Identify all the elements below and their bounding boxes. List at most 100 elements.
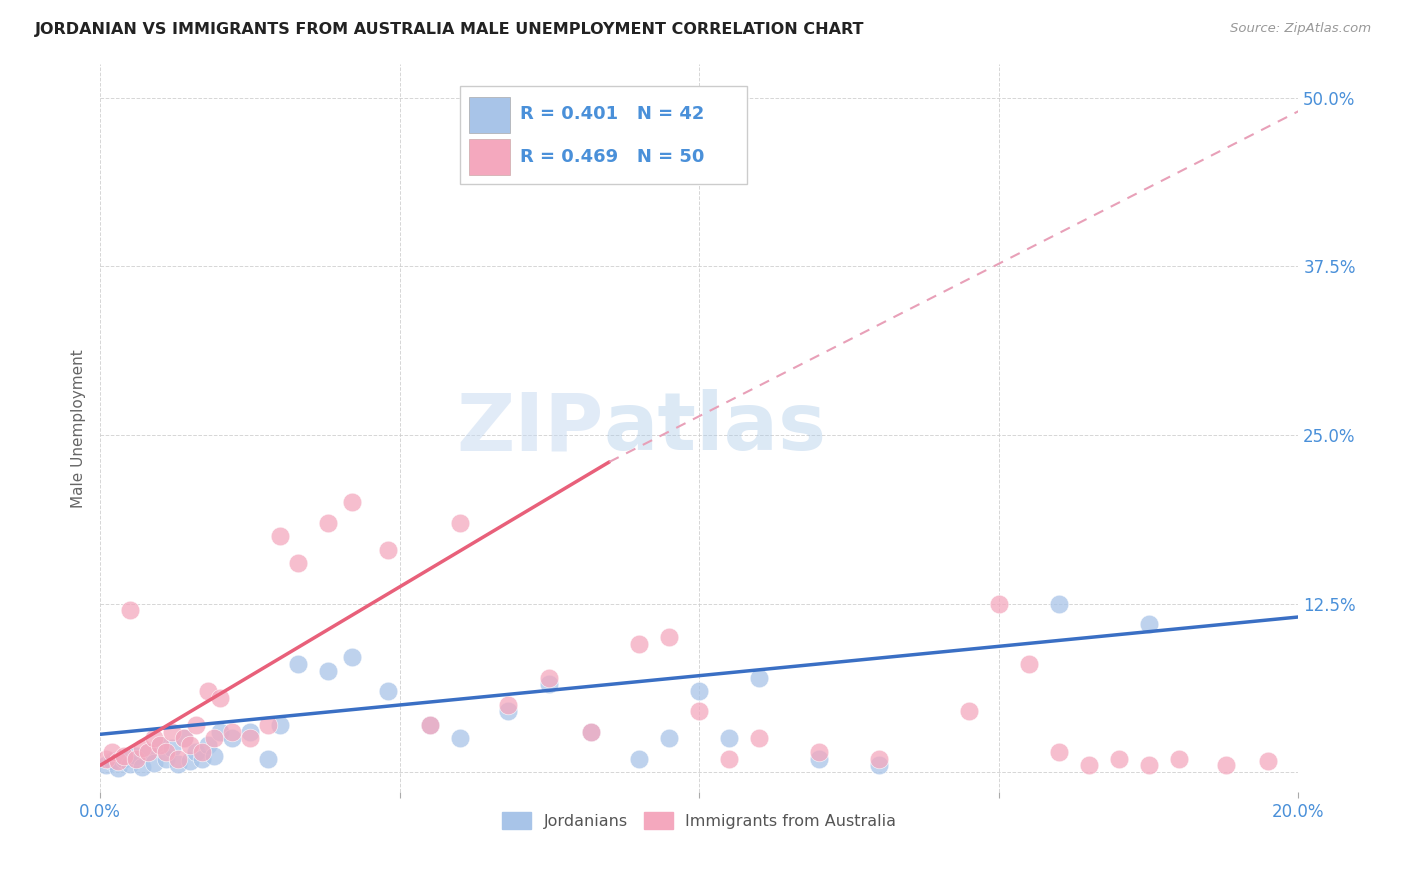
Text: R = 0.469   N = 50: R = 0.469 N = 50: [519, 147, 704, 166]
Point: [718, 751, 741, 765]
Point: [112, 748, 135, 763]
FancyBboxPatch shape: [460, 86, 747, 185]
Point: [581, 724, 603, 739]
Point: [1018, 657, 1040, 672]
FancyBboxPatch shape: [470, 97, 510, 133]
Point: [419, 718, 441, 732]
Legend: Jordanians, Immigrants from Australia: Jordanians, Immigrants from Australia: [496, 806, 903, 835]
Point: [179, 754, 201, 768]
Point: [658, 731, 681, 746]
Point: [257, 751, 280, 765]
Point: [316, 516, 339, 530]
Point: [1137, 758, 1160, 772]
Point: [1257, 754, 1279, 768]
Point: [160, 740, 183, 755]
Point: [748, 671, 770, 685]
Y-axis label: Male Unemployment: Male Unemployment: [72, 349, 86, 508]
Text: atlas: atlas: [603, 389, 827, 467]
Text: ZIP: ZIP: [456, 389, 603, 467]
Point: [340, 650, 363, 665]
Point: [197, 738, 219, 752]
Point: [101, 754, 124, 768]
Point: [496, 698, 519, 712]
Point: [1077, 758, 1099, 772]
Point: [239, 724, 262, 739]
Point: [112, 751, 135, 765]
Point: [1047, 597, 1070, 611]
Point: [1047, 745, 1070, 759]
Point: [419, 718, 441, 732]
Point: [197, 684, 219, 698]
Point: [957, 705, 980, 719]
Point: [155, 751, 177, 765]
FancyBboxPatch shape: [470, 139, 510, 175]
Point: [449, 516, 471, 530]
Point: [868, 751, 890, 765]
Point: [120, 603, 142, 617]
Point: [748, 731, 770, 746]
Point: [94, 751, 117, 765]
Point: [257, 718, 280, 732]
Point: [125, 748, 148, 763]
Point: [269, 718, 291, 732]
Point: [287, 657, 309, 672]
Point: [120, 756, 142, 771]
Point: [179, 738, 201, 752]
Point: [167, 756, 190, 771]
Point: [155, 745, 177, 759]
Point: [718, 731, 741, 746]
Point: [496, 705, 519, 719]
Point: [287, 556, 309, 570]
Point: [269, 529, 291, 543]
Point: [1167, 751, 1189, 765]
Point: [94, 758, 117, 772]
Point: [1215, 758, 1237, 772]
Point: [149, 738, 172, 752]
Point: [107, 754, 129, 768]
Point: [340, 495, 363, 509]
Point: [107, 761, 129, 775]
Point: [202, 748, 225, 763]
Point: [688, 705, 710, 719]
Point: [377, 542, 399, 557]
Point: [658, 630, 681, 644]
Point: [538, 671, 561, 685]
Point: [191, 745, 214, 759]
Point: [239, 731, 262, 746]
Point: [167, 751, 190, 765]
Point: [136, 745, 159, 759]
Point: [1137, 616, 1160, 631]
Point: [868, 758, 890, 772]
Point: [221, 724, 243, 739]
Point: [377, 684, 399, 698]
Point: [316, 664, 339, 678]
Point: [149, 738, 172, 752]
Point: [808, 745, 831, 759]
Point: [449, 731, 471, 746]
Point: [208, 724, 231, 739]
Point: [808, 751, 831, 765]
Point: [131, 760, 153, 774]
Point: [208, 690, 231, 705]
Point: [184, 745, 207, 759]
Point: [184, 718, 207, 732]
Point: [581, 724, 603, 739]
Text: JORDANIAN VS IMMIGRANTS FROM AUSTRALIA MALE UNEMPLOYMENT CORRELATION CHART: JORDANIAN VS IMMIGRANTS FROM AUSTRALIA M…: [35, 22, 865, 37]
Point: [173, 731, 195, 746]
Text: R = 0.401   N = 42: R = 0.401 N = 42: [519, 105, 704, 123]
Point: [131, 740, 153, 755]
Point: [1108, 751, 1130, 765]
Point: [628, 751, 651, 765]
Point: [136, 745, 159, 759]
Point: [987, 597, 1010, 611]
Point: [143, 731, 166, 746]
Point: [202, 731, 225, 746]
Point: [173, 731, 195, 746]
Point: [628, 637, 651, 651]
Point: [160, 724, 183, 739]
Point: [538, 677, 561, 691]
Point: [125, 751, 148, 765]
Text: Source: ZipAtlas.com: Source: ZipAtlas.com: [1230, 22, 1371, 36]
Point: [221, 731, 243, 746]
Point: [101, 745, 124, 759]
